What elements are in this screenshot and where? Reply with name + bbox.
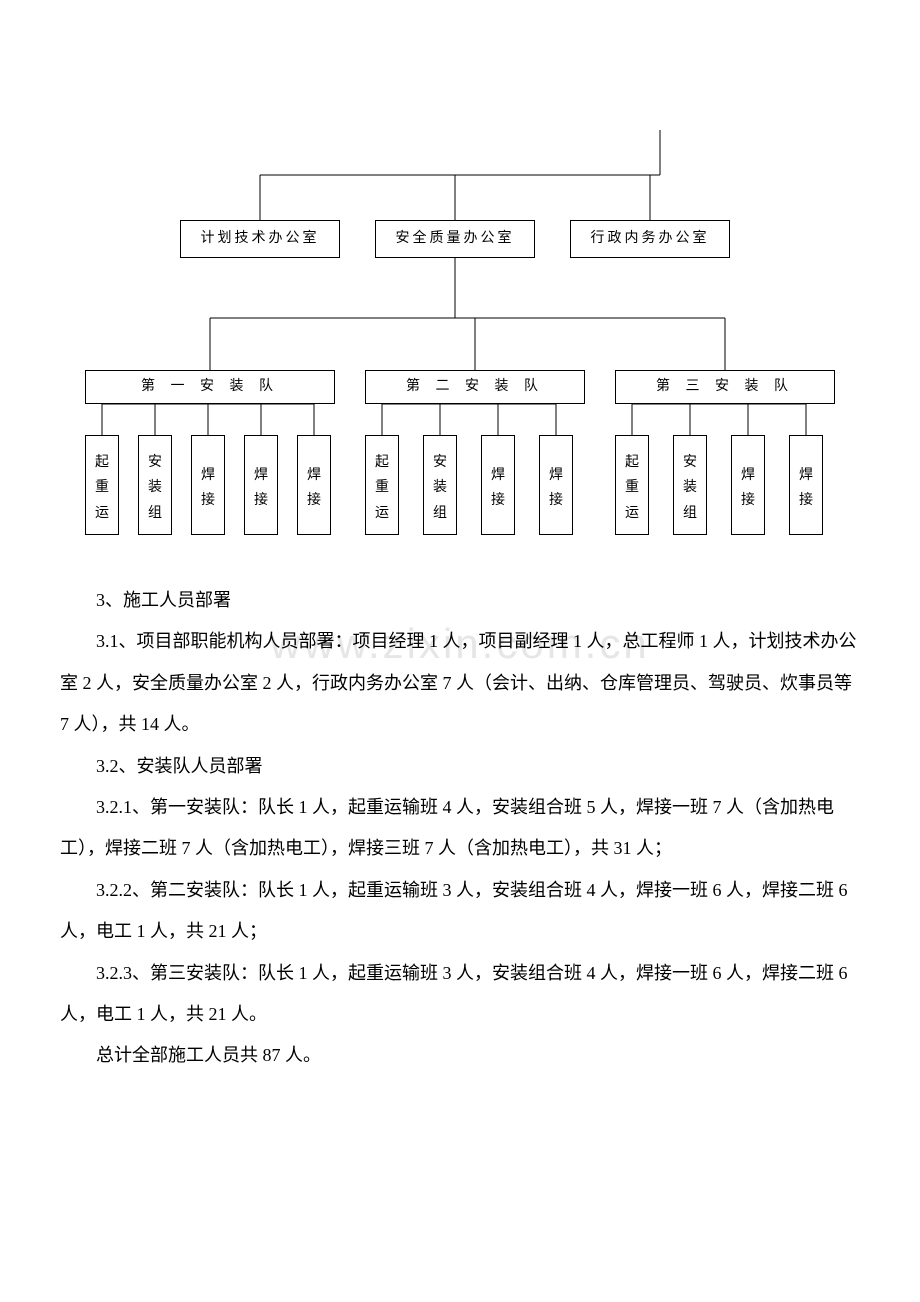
group-box: 焊接 [297, 435, 331, 535]
paragraph-3-1: 3.1、项目部职能机构人员部署：项目经理 1 人，项目副经理 1 人，总工程师 … [60, 621, 860, 745]
team-box: 第 三 安 装 队 [615, 370, 835, 404]
group-box: 焊接 [244, 435, 278, 535]
document-body: 3、施工人员部署 3.1、项目部职能机构人员部署：项目经理 1 人，项目副经理 … [60, 580, 860, 1077]
paragraph-3-2-1: 3.2.1、第一安装队：队长 1 人，起重运输班 4 人，安装组合班 5 人，焊… [60, 787, 860, 870]
office-box: 行政内务办公室 [570, 220, 730, 258]
group-box: 起重运 [85, 435, 119, 535]
paragraph-3-2-2: 3.2.2、第二安装队：队长 1 人，起重运输班 3 人，安装组合班 4 人，焊… [60, 870, 860, 953]
group-box: 安装组 [423, 435, 457, 535]
office-box: 安全质量办公室 [375, 220, 535, 258]
group-box: 焊接 [481, 435, 515, 535]
team-box: 第 二 安 装 队 [365, 370, 585, 404]
group-box: 焊接 [789, 435, 823, 535]
paragraph-3-2-3: 3.2.3、第三安装队：队长 1 人，起重运输班 3 人，安装组合班 4 人，焊… [60, 953, 860, 1036]
team-box: 第 一 安 装 队 [85, 370, 335, 404]
section-heading-3: 3、施工人员部署 [60, 580, 860, 621]
group-box: 焊接 [539, 435, 573, 535]
group-box: 焊接 [191, 435, 225, 535]
org-chart: 计划技术办公室安全质量办公室行政内务办公室第 一 安 装 队第 二 安 装 队第… [60, 80, 860, 540]
group-box: 起重运 [615, 435, 649, 535]
office-box: 计划技术办公室 [180, 220, 340, 258]
paragraph-total: 总计全部施工人员共 87 人。 [60, 1035, 860, 1076]
group-box: 安装组 [138, 435, 172, 535]
group-box: 安装组 [673, 435, 707, 535]
group-box: 起重运 [365, 435, 399, 535]
paragraph-3-2: 3.2、安装队人员部署 [60, 746, 860, 787]
group-box: 焊接 [731, 435, 765, 535]
